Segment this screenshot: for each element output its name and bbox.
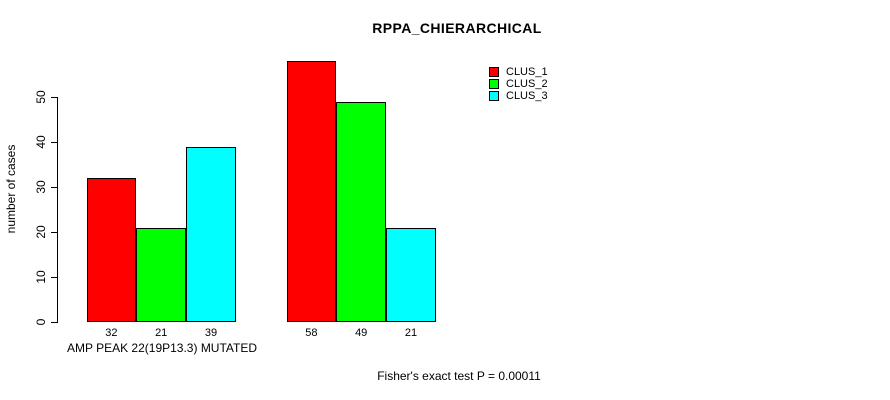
legend-row-clus_1: CLUS_1: [489, 66, 548, 78]
y-tick-label: 20: [34, 225, 48, 239]
legend-label: CLUS_1: [506, 66, 548, 78]
legend-row-clus_2: CLUS_2: [489, 78, 548, 90]
y-tick-label: 30: [34, 180, 48, 194]
bar-clus_2-group1: [136, 227, 187, 322]
bar-value-label: 49: [355, 327, 368, 339]
bar-clus_1-group2: [286, 61, 337, 322]
bar-value-label: 32: [105, 327, 118, 339]
fisher-test-note: Fisher's exact test P = 0.00011: [377, 369, 541, 383]
legend-swatch-icon: [489, 67, 499, 77]
legend-label: CLUS_3: [506, 90, 548, 102]
y-tick-mark: [51, 97, 57, 98]
y-tick-mark: [51, 142, 57, 143]
bar-clus_3-group1: [186, 146, 236, 322]
y-tick-label: 0: [34, 318, 48, 326]
y-tick-mark: [51, 187, 57, 188]
chart-title: RPPA_CHIERARCHICAL: [372, 20, 542, 36]
legend-row-clus_3: CLUS_3: [489, 90, 548, 102]
y-tick-mark: [51, 322, 57, 323]
bar-clus_2-group2: [336, 101, 387, 322]
legend-label: CLUS_2: [506, 78, 548, 90]
bar-value-label: 39: [204, 327, 218, 339]
y-tick-mark: [51, 277, 57, 278]
x-category-label: AMP PEAK 22(19P13.3) MUTATED: [66, 341, 258, 355]
y-tick-label: 50: [34, 90, 48, 104]
bar-value-label: 58: [305, 327, 318, 339]
bar-value-label: 21: [155, 327, 168, 339]
y-axis-line: [57, 97, 58, 323]
legend-swatch-icon: [489, 79, 499, 89]
y-tick-label: 10: [34, 270, 48, 284]
bar-clus_1-group1: [86, 178, 137, 322]
bar-value-label: 21: [404, 327, 418, 339]
y-tick-mark: [51, 232, 57, 233]
y-axis-label: number of cases: [4, 144, 18, 234]
y-tick-label: 40: [34, 135, 48, 149]
legend: CLUS_1 CLUS_2 CLUS_3: [489, 66, 548, 102]
legend-swatch-icon: [489, 91, 499, 101]
bar-clus_3-group2: [386, 227, 436, 322]
